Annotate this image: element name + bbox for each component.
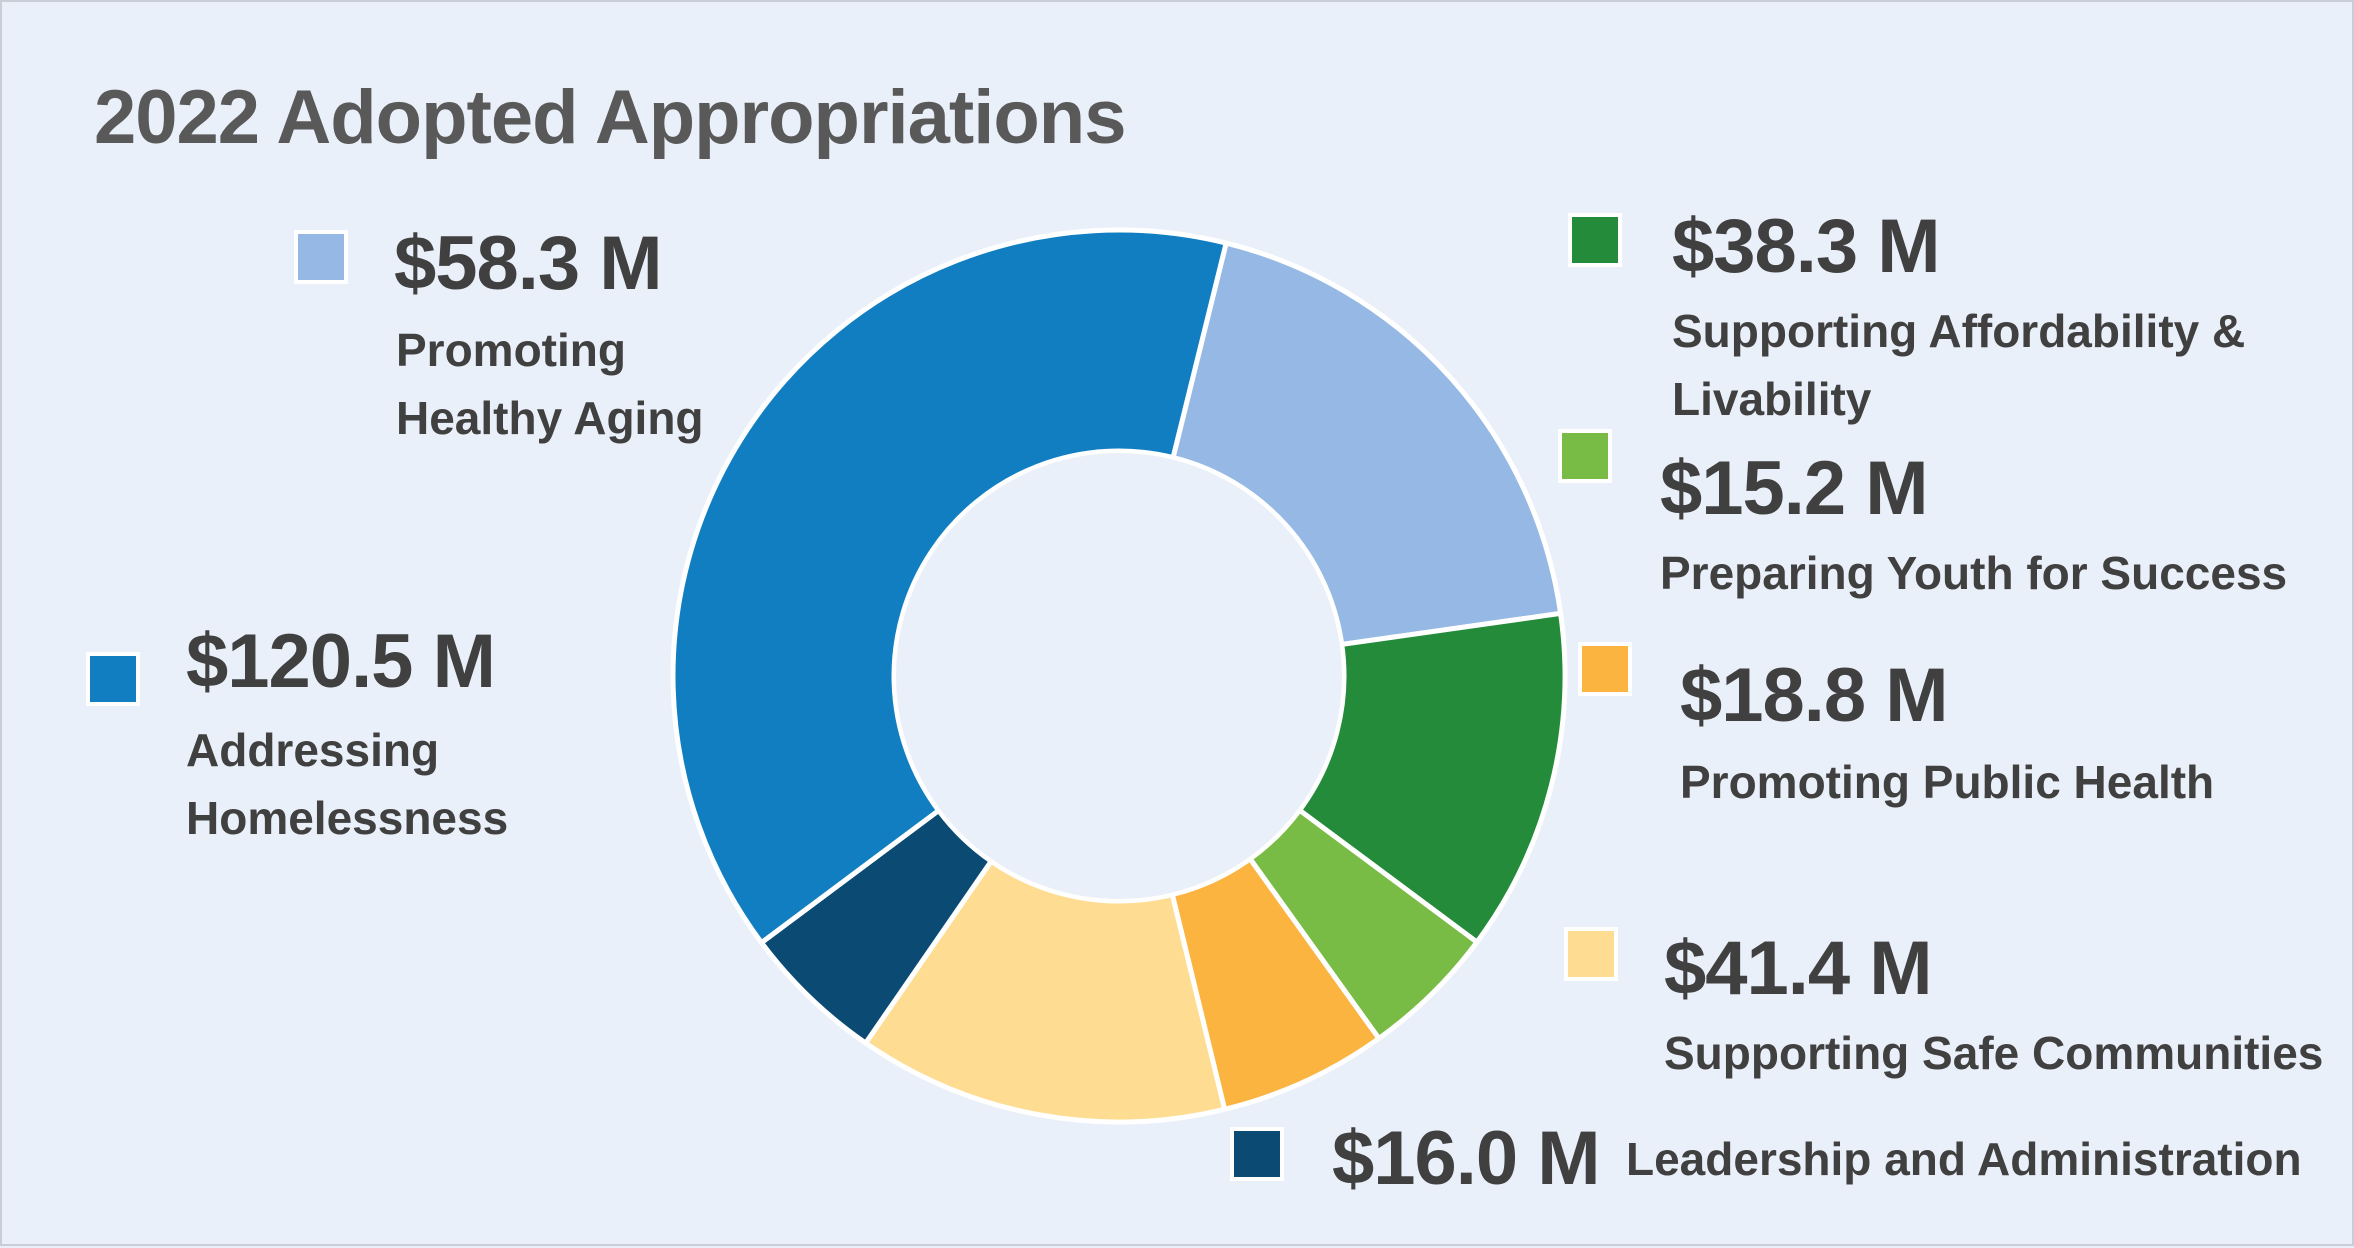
donut-slice-6 (670, 227, 1229, 946)
legend-swatch (1558, 429, 1612, 483)
legend-label: Promoting Healthy Aging (396, 316, 704, 452)
legend-label-line: Preparing Youth for Success (1660, 547, 2288, 599)
legend-amount: $38.3 M (1672, 204, 1941, 289)
legend-label-line: Promoting Public Health (1680, 756, 2215, 808)
legend-swatch (1564, 927, 1618, 981)
legend-amount: $18.8 M (1680, 653, 1949, 738)
donut-hole (896, 453, 1342, 899)
legend-label-line: Supporting Affordability & (1672, 305, 2246, 357)
legend-label-line: Addressing (186, 724, 440, 776)
legend-swatch (294, 230, 348, 284)
legend-swatch (1568, 213, 1622, 267)
legend-amount: $15.2 M (1660, 446, 1929, 531)
legend-amount: $58.3 M (394, 221, 663, 306)
donut-slice-1 (1297, 610, 1568, 945)
legend-label-line: Leadership and Administration (1626, 1133, 2302, 1185)
legend-label: Preparing Youth for Success (1660, 539, 2287, 607)
legend-label: Leadership and Administration (1626, 1125, 2302, 1193)
legend-label: Promoting Public Health (1680, 748, 2214, 816)
legend-swatch (86, 652, 140, 706)
legend-label-line: Livability (1672, 373, 1872, 425)
legend-amount: $41.4 M (1664, 926, 1933, 1011)
legend-label-line: Promoting (396, 324, 626, 376)
legend-amount: $120.5 M (186, 619, 496, 704)
legend-label-line: Healthy Aging (396, 392, 704, 444)
legend-swatch (1578, 642, 1632, 696)
donut-slice-4 (863, 858, 1228, 1125)
legend-label: Supporting Safe Communities (1664, 1019, 2323, 1087)
legend-swatch (1230, 1127, 1284, 1181)
chart-title: 2022 Adopted Appropriations (94, 75, 1126, 160)
legend-label-line: Supporting Safe Communities (1664, 1027, 2324, 1079)
legend-amount: $16.0 M (1332, 1116, 1601, 1201)
legend-label-line: Homelessness (186, 792, 509, 844)
legend-label: Addressing Homelessness (186, 716, 508, 852)
donut-slice-0 (1170, 240, 1564, 647)
legend-label: Supporting Affordability & Livability (1672, 297, 2245, 433)
